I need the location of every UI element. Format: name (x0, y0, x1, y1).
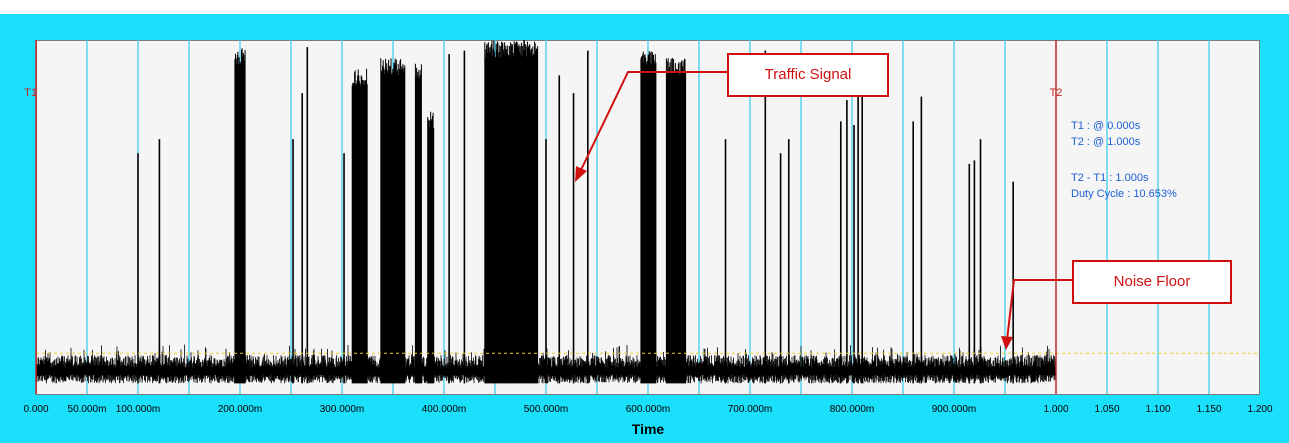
cursor-layer: T1 T2 (24, 40, 1062, 394)
x-tick-label: 1.100 (1145, 404, 1170, 415)
burst-region (351, 68, 368, 384)
x-tick-label: 1.200 (1247, 404, 1272, 415)
x-tick-label: 200.000m (218, 404, 262, 415)
t1-readout: T1 : @ 0.000s (1071, 120, 1141, 132)
x-tick-label: 500.000m (524, 404, 568, 415)
signal-trace (35, 40, 1057, 384)
x-tick-label: 600.000m (626, 404, 670, 415)
cursor-label-t1: T1 (24, 87, 37, 99)
x-axis-title: Time (632, 421, 665, 437)
noise-floor-callout: Noise Floor (1072, 260, 1232, 304)
x-tick-label: 700.000m (728, 404, 772, 415)
x-tick-label: 1.150 (1196, 404, 1221, 415)
burst-region (640, 51, 657, 384)
burst-region (427, 111, 435, 384)
cursor-label-t2: T2 (1050, 87, 1063, 99)
burst-region (234, 48, 246, 384)
noise-arrowhead (1001, 336, 1013, 350)
x-tick-labels: 0.000 50.000m 100.000m 200.000m 300.000m 400.… (23, 404, 1272, 415)
traffic-signal-callout: Traffic Signal (727, 53, 889, 97)
noise-arrow (1006, 279, 1072, 341)
t2-readout: T2 : @ 1.000s (1071, 136, 1141, 148)
x-tick-label: 400.000m (422, 404, 466, 415)
measurement-readout: T1 : @ 0.000s T2 : @ 1.000s T2 - T1 : 1.… (1071, 120, 1177, 200)
burst-region (665, 58, 687, 384)
x-tick-label: 900.000m (932, 404, 976, 415)
burst-region (484, 40, 539, 384)
traffic-arrowhead (575, 166, 587, 182)
x-tick-label: 0.000 (23, 404, 48, 415)
x-tick-label: 1.000 (1043, 404, 1068, 415)
x-tick-label: 100.000m (116, 404, 160, 415)
x-tick-label: 1.050 (1094, 404, 1119, 415)
top-strip (0, 0, 1289, 14)
x-tick-label: 800.000m (830, 404, 874, 415)
duty-cycle-readout: Duty Cycle : 10.653% (1071, 188, 1177, 200)
delta-readout: T2 - T1 : 1.000s (1071, 172, 1149, 184)
x-tick-label: 50.000m (68, 404, 107, 415)
traffic-arrow (579, 71, 727, 173)
annotation-arrows (575, 71, 1072, 350)
burst-region (414, 63, 422, 384)
burst-region (380, 58, 406, 384)
x-tick-label: 300.000m (320, 404, 364, 415)
